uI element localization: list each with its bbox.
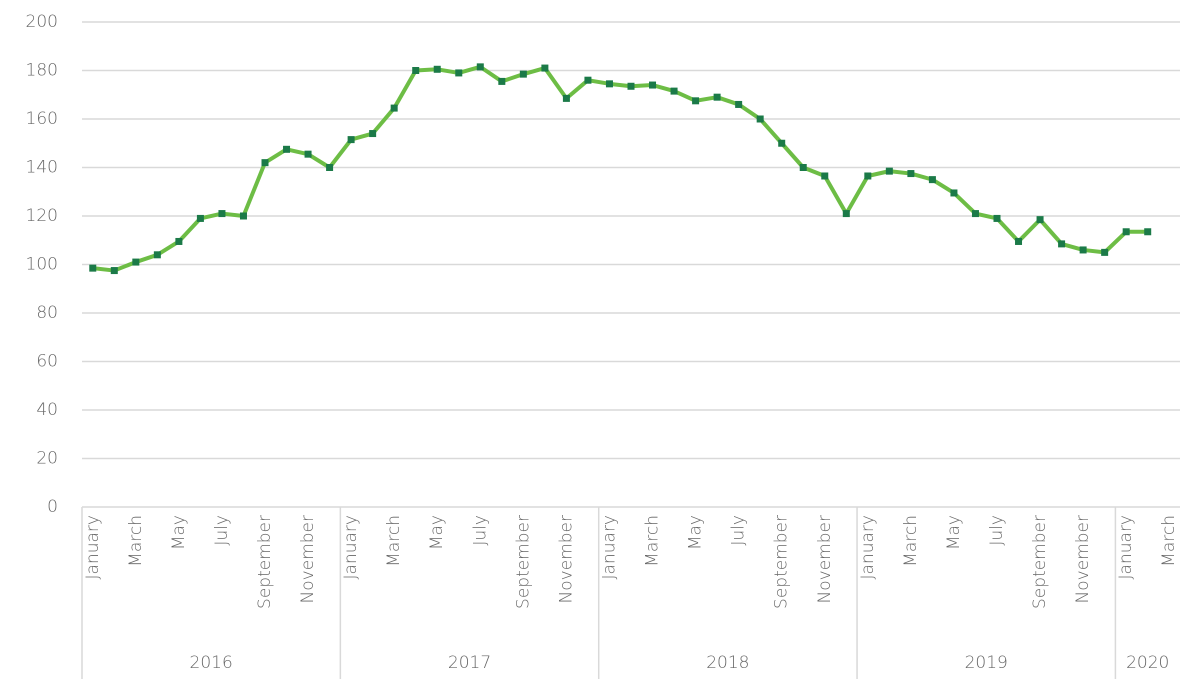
marker <box>110 267 118 275</box>
marker <box>433 65 441 73</box>
marker <box>153 251 161 259</box>
marker <box>584 76 592 84</box>
x-tick-label: January <box>1116 515 1136 579</box>
year-label: 2020 <box>1126 653 1169 673</box>
series-line <box>92 64 1148 273</box>
x-tick-label: September <box>1030 515 1050 609</box>
x-tick-label: July <box>470 515 490 546</box>
year-label: 2019 <box>965 653 1008 673</box>
x-tick-label: January <box>599 515 619 579</box>
y-tick-label: 40 <box>36 400 58 420</box>
x-tick-label: March <box>1159 515 1179 567</box>
x-tick-label: July <box>212 515 232 546</box>
marker <box>885 167 893 175</box>
x-tick-label: September <box>772 515 792 609</box>
marker <box>283 145 291 153</box>
marker <box>132 258 140 266</box>
marker <box>993 214 1001 222</box>
y-tick-label: 80 <box>36 303 58 323</box>
y-tick-label: 0 <box>47 497 58 517</box>
x-tick-label: September <box>513 515 533 609</box>
marker <box>175 237 183 245</box>
marker <box>821 172 829 180</box>
x-tick-label: March <box>126 515 146 567</box>
marker <box>347 136 355 144</box>
marker <box>649 81 657 89</box>
x-tick-label: May <box>169 515 189 550</box>
marker <box>541 64 549 72</box>
marker <box>692 97 700 105</box>
x-tick-label: March <box>901 515 921 567</box>
x-tick-label: May <box>427 515 447 550</box>
marker <box>562 94 570 102</box>
x-tick-label: March <box>643 515 663 567</box>
marker <box>756 115 764 123</box>
x-tick-label: November <box>815 515 835 603</box>
marker <box>218 210 226 218</box>
x-tick-label: November <box>1073 515 1093 603</box>
y-tick-label: 160 <box>26 109 58 129</box>
x-tick-label: May <box>686 515 706 550</box>
y-tick-label: 20 <box>36 449 58 469</box>
marker <box>476 63 484 71</box>
marker <box>239 212 247 220</box>
marker <box>1036 216 1044 224</box>
marker <box>1079 246 1087 254</box>
marker <box>304 150 312 158</box>
x-tick-label: January <box>341 515 361 579</box>
x-tick-label: November <box>556 515 576 603</box>
marker <box>627 82 635 90</box>
x-tick-label: January <box>858 515 878 579</box>
marker <box>412 67 420 74</box>
year-label: 2016 <box>190 653 233 673</box>
marker <box>864 172 872 180</box>
marker <box>326 164 334 171</box>
x-tick-label: March <box>384 515 404 567</box>
marker <box>1101 248 1109 256</box>
year-label: 2018 <box>706 653 749 673</box>
marker <box>1144 228 1152 236</box>
marker <box>1015 237 1023 245</box>
marker <box>950 189 958 197</box>
x-tick-label: May <box>944 515 964 550</box>
marker <box>670 87 678 95</box>
y-tick-label: 100 <box>26 255 58 275</box>
marker <box>1122 228 1130 236</box>
marker <box>455 69 463 77</box>
marker <box>196 214 204 222</box>
marker <box>89 264 97 272</box>
marker <box>799 164 807 171</box>
x-tick-label: September <box>255 515 275 609</box>
marker <box>369 130 377 138</box>
marker <box>971 210 979 218</box>
marker <box>1058 240 1066 248</box>
marker <box>713 93 721 101</box>
marker <box>498 77 506 85</box>
y-tick-label: 120 <box>26 206 58 226</box>
marker <box>735 100 743 108</box>
x-tick-label: July <box>729 515 749 546</box>
y-tick-label: 180 <box>26 61 58 81</box>
marker <box>390 104 398 112</box>
x-tick-label: January <box>83 515 103 579</box>
marker <box>907 170 915 178</box>
y-tick-label: 60 <box>36 352 58 372</box>
x-tick-label: November <box>298 515 318 603</box>
y-tick-label: 200 <box>26 12 58 32</box>
marker <box>261 159 269 167</box>
marker <box>605 80 613 88</box>
x-tick-label: July <box>987 515 1007 546</box>
y-tick-label: 140 <box>26 158 58 178</box>
marker <box>778 139 786 147</box>
marker <box>842 210 850 218</box>
marker <box>519 70 527 78</box>
marker <box>928 176 936 184</box>
year-label: 2017 <box>448 653 491 673</box>
